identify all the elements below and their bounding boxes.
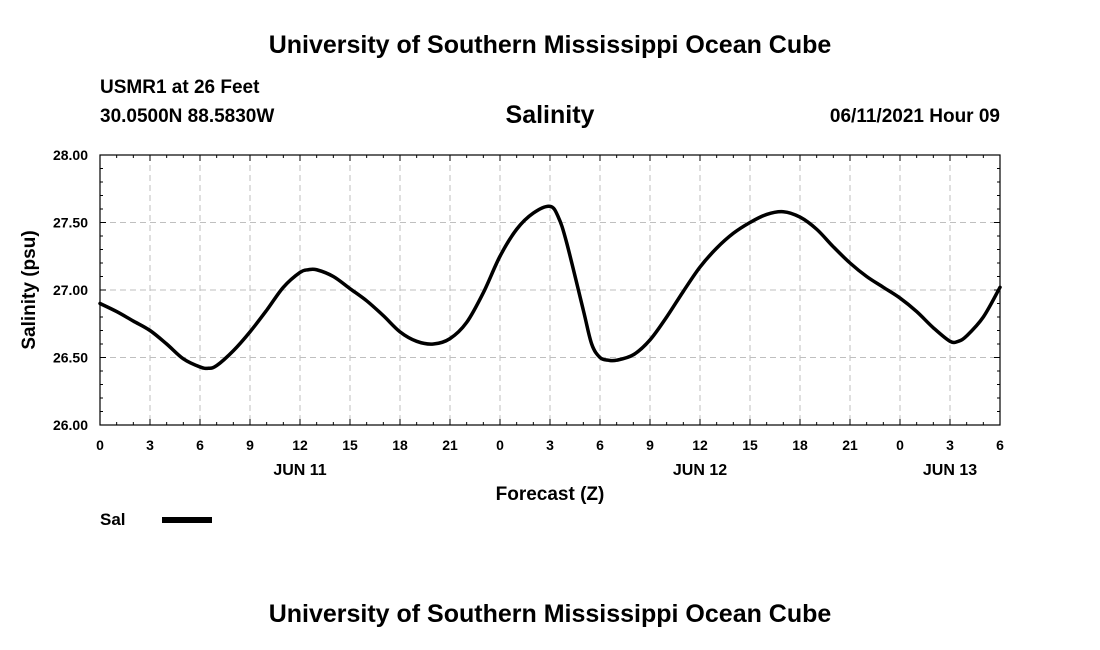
x-tick-label: 18 bbox=[792, 437, 808, 453]
x-tick-label: 3 bbox=[546, 437, 554, 453]
x-tick-label: 18 bbox=[392, 437, 408, 453]
x-tick-label: 12 bbox=[692, 437, 708, 453]
x-tick-label: 9 bbox=[246, 437, 254, 453]
chart-title-bottom: University of Southern Mississippi Ocean… bbox=[268, 600, 832, 628]
run-date: 06/11/2021 Hour 09 bbox=[829, 106, 1000, 127]
x-tick-label: 0 bbox=[96, 437, 104, 453]
x-tick-label: 0 bbox=[896, 437, 904, 453]
x-axis-title: Forecast (Z) bbox=[496, 484, 605, 505]
x-tick-label: 9 bbox=[646, 437, 654, 453]
y-axis-title: Salinity (psu) bbox=[19, 230, 40, 349]
x-tick-label: 6 bbox=[196, 437, 204, 453]
x-day-label: JUN 12 bbox=[673, 462, 727, 479]
legend-line-swatch bbox=[162, 517, 212, 523]
variable-title: Salinity bbox=[505, 101, 595, 129]
x-day-label: JUN 11 bbox=[273, 462, 326, 479]
x-tick-label: 0 bbox=[496, 437, 504, 453]
chart-title-top: University of Southern Mississippi Ocean… bbox=[268, 31, 832, 59]
x-tick-label: 6 bbox=[996, 437, 1004, 453]
x-tick-label: 15 bbox=[342, 437, 358, 453]
x-tick-label: 21 bbox=[442, 437, 458, 453]
x-tick-label: 6 bbox=[596, 437, 604, 453]
y-tick-label: 28.00 bbox=[53, 147, 88, 163]
station-coordinates: 30.0500N 88.5830W bbox=[100, 106, 275, 127]
x-tick-label: 15 bbox=[742, 437, 758, 453]
y-tick-label: 26.00 bbox=[53, 417, 88, 433]
x-day-label: JUN 13 bbox=[923, 462, 977, 479]
x-tick-label: 3 bbox=[146, 437, 154, 453]
x-tick-label: 12 bbox=[292, 437, 308, 453]
y-tick-label: 27.00 bbox=[53, 282, 88, 298]
x-tick-label: 21 bbox=[842, 437, 858, 453]
legend-label: Sal bbox=[100, 510, 126, 529]
station-label: USMR1 at 26 Feet bbox=[100, 77, 260, 98]
y-tick-label: 27.50 bbox=[53, 215, 88, 231]
y-tick-label: 26.50 bbox=[53, 350, 88, 366]
series-line-sal bbox=[98, 204, 1002, 371]
x-tick-label: 3 bbox=[946, 437, 954, 453]
